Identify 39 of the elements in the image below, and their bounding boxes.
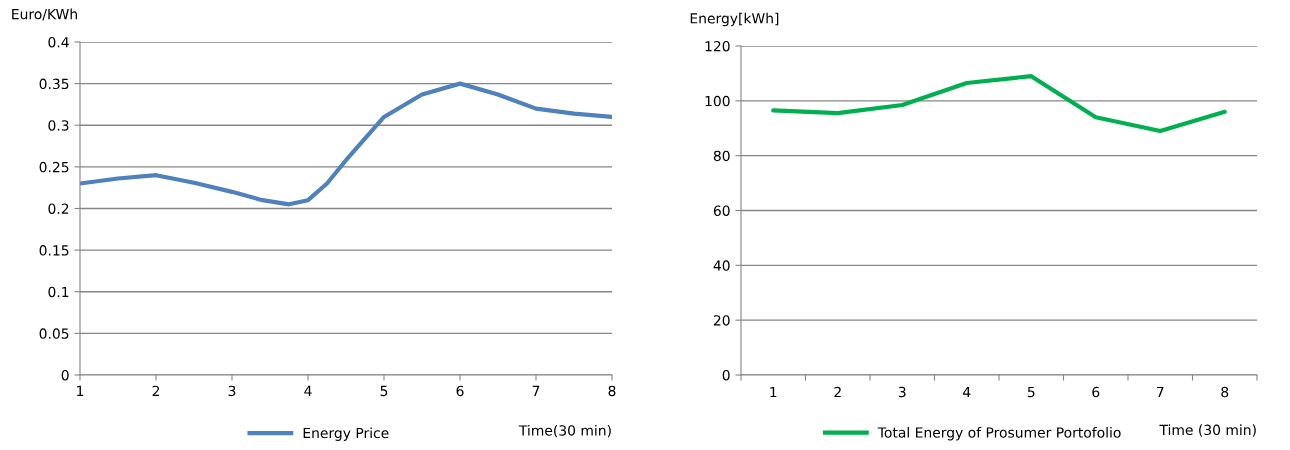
x-tick-label: 2 (152, 385, 160, 396)
x-tick-label: 7 (532, 385, 540, 396)
x-tick-label: 1 (77, 385, 84, 396)
y-tick-label: 0.2 (48, 203, 69, 214)
line-series (771, 74, 1227, 134)
x-tick-label: 3 (228, 385, 236, 397)
y-tick-label: 80 (713, 150, 730, 162)
x-tick-label: 6 (1092, 386, 1100, 398)
x-tick-label: 4 (963, 386, 971, 398)
x-axis-title: Time(30 min) (518, 424, 611, 438)
x-tick-label: 7 (1156, 386, 1164, 398)
x-tick-label: 8 (1221, 386, 1229, 398)
x-tick-label: 4 (304, 385, 312, 396)
x-tick-label: 5 (380, 385, 388, 397)
x-tick-label: 6 (456, 385, 464, 397)
y-tick-label: 0.3 (48, 120, 69, 131)
y-tick-label: 40 (713, 260, 730, 271)
x-axis-title: Time (30 min) (1159, 424, 1256, 437)
y-tick-label: 120 (705, 40, 730, 52)
y-axis-title: Energy[kWh] (690, 12, 779, 27)
y-tick-label: 100 (705, 95, 730, 107)
y-tick-label: 0 (61, 369, 69, 381)
y-tick-label: 0.25 (39, 161, 69, 173)
y-tick-label: 0.1 (48, 286, 69, 298)
x-tick-label: 8 (608, 385, 616, 397)
legend-label: Energy Price (303, 427, 389, 441)
y-tick-label: 0.4 (48, 36, 69, 48)
y-tick-label: 0 (722, 369, 730, 381)
x-tick-label: 5 (1027, 386, 1035, 398)
y-tick-label: 0.05 (39, 328, 69, 339)
x-tick-label: 2 (834, 386, 841, 398)
legend-label: Total Energy of Prosumer Portofolio (877, 426, 1121, 441)
x-tick-label: 3 (898, 386, 906, 398)
y-tick-label: 60 (713, 205, 730, 216)
x-tick-label: 1 (770, 386, 777, 398)
y-axis-title: Euro/KWh (12, 8, 77, 21)
y-tick-label: 20 (713, 315, 730, 326)
y-tick-label: 0.35 (39, 78, 69, 90)
y-tick-label: 0.15 (39, 245, 69, 256)
